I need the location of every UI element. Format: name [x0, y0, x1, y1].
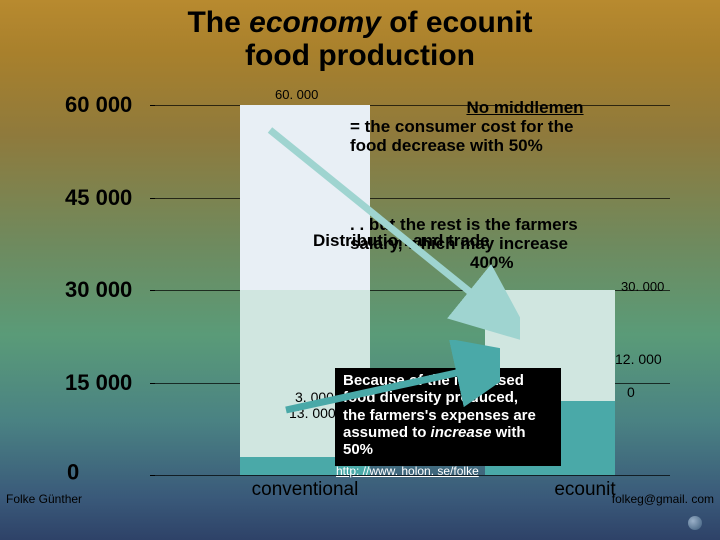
tooltip-l3: the farmers's expenses are — [343, 407, 553, 424]
title-emph: economy — [249, 6, 381, 39]
ytick-30000: 30 000 — [65, 277, 145, 303]
value-12000: 12. 000 — [615, 351, 662, 367]
note-middle: . . but the rest is the farmers salary, … — [350, 215, 710, 272]
note-mid-l1: . . but the rest is the farmers — [350, 215, 710, 234]
note-mid-l3: 400% — [350, 253, 710, 272]
note-top-l3: food decrease with 50% — [350, 136, 700, 155]
ytick-60000: 60 000 — [65, 92, 145, 118]
xlabel-conventional: conventional — [225, 479, 385, 501]
tick — [150, 105, 155, 106]
title-line2: food production — [245, 39, 475, 72]
tooltip-l4: assumed to increase with — [343, 424, 553, 441]
tick — [150, 198, 155, 199]
title-part: of ecounit — [381, 6, 533, 39]
ytick-45000: 45 000 — [65, 185, 145, 211]
bullet-icon — [688, 516, 702, 530]
gridline — [155, 198, 670, 199]
value-3000: 3. 000 — [295, 389, 334, 405]
note-top-l1: No middlemen — [466, 98, 583, 117]
value-13000: 13. 000 — [289, 405, 336, 421]
tick — [150, 475, 155, 476]
tooltip-l5: 50% — [343, 441, 553, 458]
value-15000-trailing: 0 — [627, 384, 635, 400]
author-credit: Folke Günther — [6, 492, 82, 506]
tick — [150, 383, 155, 384]
title-part: The — [187, 6, 249, 39]
value-30000: 30. 000 — [621, 279, 664, 294]
slide-title: The economy of ecounit food production — [0, 6, 720, 72]
ytick-15000: 15 000 — [65, 370, 145, 396]
value-60000: 60. 000 — [275, 87, 318, 102]
note-top: No middlemen = the consumer cost for the… — [350, 98, 700, 155]
tick — [150, 290, 155, 291]
note-mid-l2: salary, which may increase — [350, 234, 710, 253]
tooltip-l2: food diversity produced, — [343, 389, 553, 406]
note-top-l2: = the consumer cost for the — [350, 117, 700, 136]
email-credit: folkeg@gmail. com — [612, 492, 714, 506]
ytick-0: 0 — [67, 459, 147, 485]
tooltip-l1: Because of the increased — [343, 372, 553, 389]
source-url[interactable]: http: //www. holon. se/folke — [336, 464, 479, 478]
tooltip-box: Because of the increased food diversity … — [335, 368, 561, 466]
